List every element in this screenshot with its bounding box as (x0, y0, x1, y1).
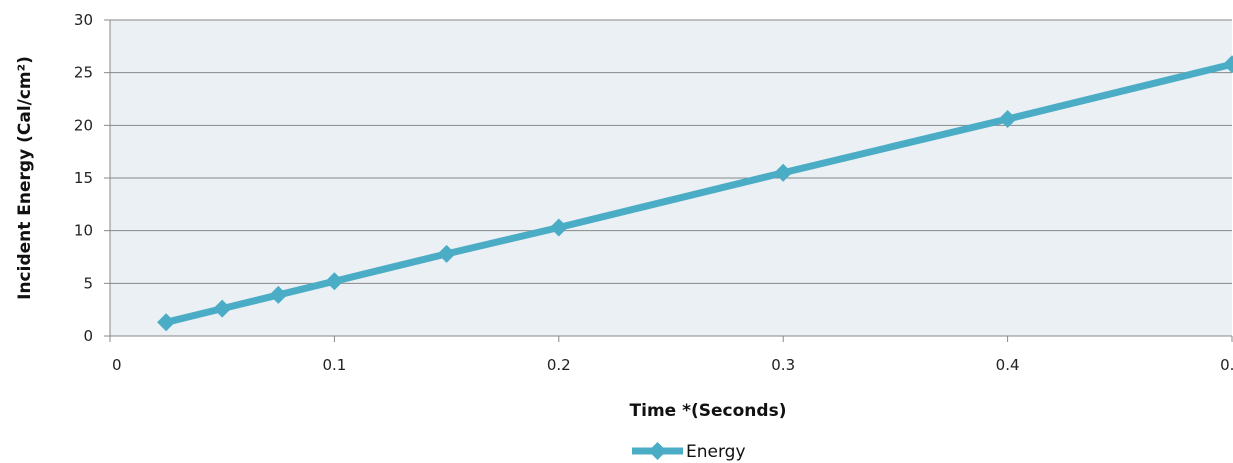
legend-label-energy: Energy (686, 442, 746, 462)
gridlines (110, 19, 1232, 284)
y-tick-label: 20 (74, 116, 93, 134)
y-tick-label: 10 (74, 222, 93, 240)
series-layer (157, 55, 1233, 332)
y-tick-label: 30 (74, 11, 93, 29)
y-axis-title: Incident Energy (Cal/cm²) (15, 56, 35, 300)
data-point-diamond (157, 313, 176, 332)
y-tick-label: 0 (83, 327, 93, 345)
y-axis-ticks: 0 5 10 15 20 25 30 (74, 11, 110, 345)
x-axis-ticks: 0 0.1 0.2 0.3 0.4 0.5 (109, 336, 1233, 374)
data-point-diamond (549, 218, 568, 237)
x-tick-label: 0 (112, 356, 122, 374)
y-tick-label: 5 (83, 274, 93, 292)
y-tick-label: 25 (74, 64, 93, 82)
x-tick-label: 0.2 (547, 356, 571, 374)
axes (109, 20, 1232, 337)
x-tick-label: 0.4 (996, 356, 1020, 374)
y-tick-label: 15 (74, 169, 93, 187)
data-point-diamond (269, 285, 288, 304)
x-tick-label: 0.1 (322, 356, 346, 374)
x-tick-label: 0.3 (771, 356, 795, 374)
data-point-diamond (213, 299, 232, 318)
data-point-diamond (774, 163, 793, 182)
x-axis-title: Time *(Seconds) (630, 401, 787, 421)
data-point-diamond (325, 272, 344, 291)
data-point-diamond (437, 244, 456, 263)
legend-diamond-marker (648, 442, 667, 460)
legend: Energy (632, 442, 746, 462)
data-point-diamond (998, 110, 1017, 129)
data-point-diamond (1223, 55, 1233, 74)
x-tick-label: 0.5 (1220, 356, 1233, 374)
